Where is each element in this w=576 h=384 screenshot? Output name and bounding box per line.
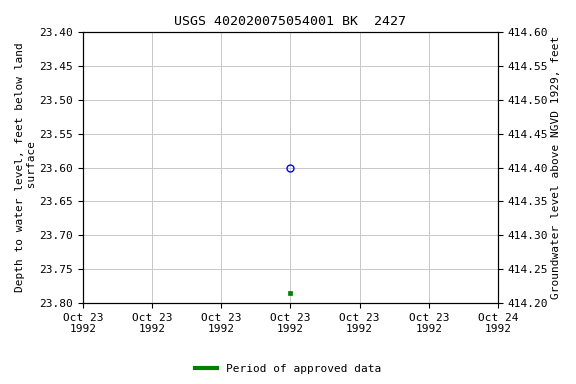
Y-axis label: Groundwater level above NGVD 1929, feet: Groundwater level above NGVD 1929, feet xyxy=(551,36,561,299)
Legend: Period of approved data: Period of approved data xyxy=(191,359,385,379)
Y-axis label: Depth to water level, feet below land
 surface: Depth to water level, feet below land su… xyxy=(15,43,37,292)
Title: USGS 402020075054001 BK  2427: USGS 402020075054001 BK 2427 xyxy=(175,15,407,28)
